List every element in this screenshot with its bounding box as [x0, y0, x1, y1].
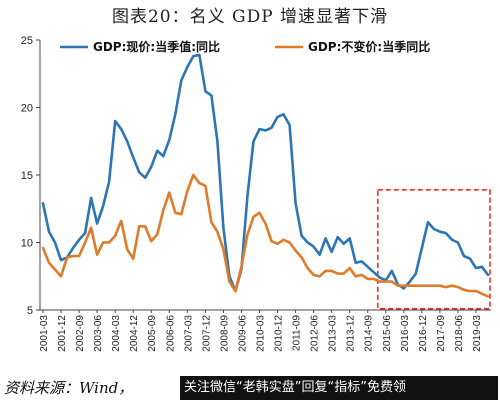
chart-legend: GDP:现价:当季值:同比 GDP:不变价:当季同比 — [60, 39, 430, 54]
x-tick-label: 2006-06 — [165, 315, 176, 352]
figure-title: 图表20：名义 GDP 增速显著下滑 — [111, 7, 389, 27]
x-tick-label: 2001-03 — [39, 315, 50, 352]
x-tick-label: 2015-06 — [382, 315, 393, 352]
x-tick-label: 2012-06 — [310, 315, 321, 352]
series-lines — [41, 53, 490, 298]
chart-axes — [36, 39, 491, 313]
x-tick-label: 2004-12 — [129, 315, 140, 352]
highlight-box-layer — [376, 189, 491, 310]
x-tick-label: 2007-12 — [201, 315, 212, 352]
y-tick-label: 25 — [21, 35, 33, 47]
y-tick-labels: 5 10 15 20 25 — [21, 35, 33, 317]
x-tick-label: 2010-03 — [255, 315, 266, 352]
source-footer: 资料来源：Wind， 关注微信“老韩实盘”回复“指标”免费领 — [0, 374, 500, 403]
y-tick-label: 5 — [27, 305, 33, 317]
x-tick-label: 2013-12 — [346, 315, 357, 352]
x-tick-label: 2002-09 — [75, 315, 86, 352]
series-line-nominal — [41, 53, 490, 293]
series-line-real — [41, 173, 490, 298]
x-tick-label: 2011-09 — [292, 315, 303, 351]
x-tick-label: 2004-03 — [111, 315, 122, 352]
x-tick-label: 2016-12 — [418, 315, 429, 352]
x-tick-label: 2005-09 — [147, 315, 158, 352]
x-tick-label: 2019-03 — [472, 315, 483, 352]
x-tick-label: 2001-12 — [57, 315, 68, 352]
x-tick-label: 2003-06 — [93, 315, 104, 352]
source-note: 资料来源：Wind， — [4, 379, 134, 397]
x-tick-labels: 2001-03 2001-12 2002-09 2003-06 2004-03 2004-… — [39, 315, 483, 352]
x-tick-label: 2013-03 — [328, 315, 339, 352]
y-tick-label: 15 — [21, 170, 33, 182]
highlight-box — [376, 189, 491, 310]
x-tick-label: 2007-03 — [183, 315, 194, 352]
legend-label-real: GDP:不变价:当季同比 — [308, 39, 430, 54]
y-tick-label: 10 — [21, 238, 33, 250]
x-tick-label: 2014-09 — [364, 315, 375, 352]
x-tick-label: 2010-12 — [274, 315, 285, 352]
legend-label-nominal: GDP:现价:当季值:同比 — [93, 39, 220, 54]
x-tick-label: 2018-06 — [454, 315, 465, 352]
y-tick-label: 20 — [21, 103, 33, 115]
x-tick-label: 2008-09 — [219, 315, 230, 352]
wechat-promo-banner: 关注微信“老韩实盘”回复“指标”免费领 — [180, 376, 498, 400]
x-tick-label: 2017-09 — [436, 315, 447, 352]
x-tick-label: 2009-06 — [237, 315, 248, 352]
x-tick-label: 2016-03 — [400, 315, 411, 352]
